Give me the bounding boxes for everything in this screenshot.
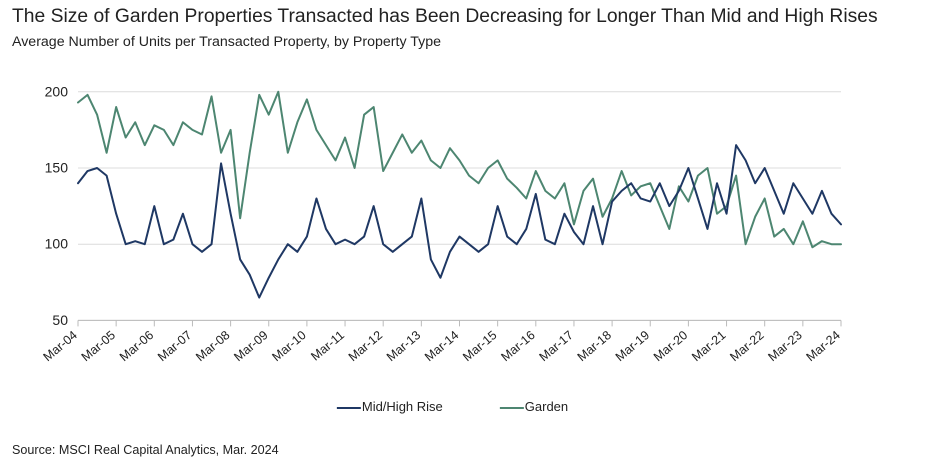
svg-text:150: 150: [45, 160, 69, 176]
svg-text:100: 100: [45, 236, 69, 252]
svg-text:Mar-17: Mar-17: [537, 328, 576, 364]
svg-text:Mar-12: Mar-12: [346, 328, 385, 364]
svg-text:Mar-22: Mar-22: [727, 328, 766, 364]
svg-text:Mar-19: Mar-19: [613, 328, 652, 364]
svg-text:Mar-06: Mar-06: [117, 328, 156, 364]
svg-text:Mar-23: Mar-23: [765, 328, 804, 364]
svg-text:Mar-16: Mar-16: [498, 328, 537, 364]
svg-text:Mar-21: Mar-21: [689, 328, 728, 364]
svg-text:Mar-08: Mar-08: [193, 328, 232, 364]
svg-text:Mar-05: Mar-05: [79, 328, 118, 364]
svg-text:Mar-10: Mar-10: [269, 328, 308, 364]
svg-text:200: 200: [45, 83, 69, 99]
svg-text:Mar-04: Mar-04: [41, 328, 80, 364]
svg-text:Mar-09: Mar-09: [231, 328, 270, 364]
svg-text:Mar-13: Mar-13: [384, 328, 423, 364]
svg-text:Mar-20: Mar-20: [651, 328, 690, 364]
svg-text:Mar-24: Mar-24: [804, 328, 843, 364]
svg-text:Mar-15: Mar-15: [460, 328, 499, 364]
svg-text:Mar-18: Mar-18: [575, 328, 614, 364]
svg-text:Mar-11: Mar-11: [308, 328, 347, 364]
svg-text:50: 50: [52, 312, 68, 328]
svg-text:Mar-07: Mar-07: [155, 328, 194, 364]
svg-text:Mar-14: Mar-14: [422, 328, 461, 364]
